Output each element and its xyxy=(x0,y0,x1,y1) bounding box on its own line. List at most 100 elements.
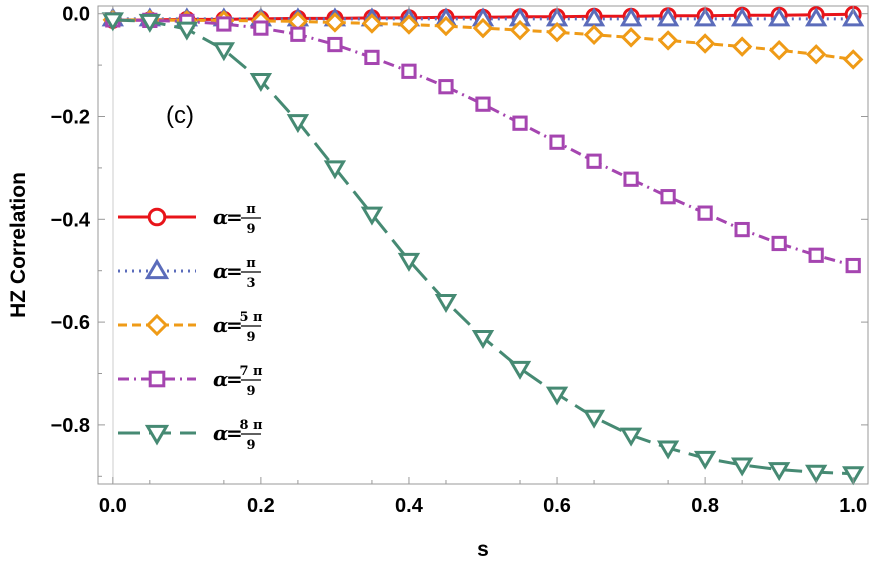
panel-label: (c) xyxy=(166,102,194,129)
legend-marker xyxy=(145,313,169,337)
plot-frame xyxy=(97,5,869,485)
legend: α= π9α= π3α=5 π9α=7 π9α=8 π9 xyxy=(118,202,263,453)
data-point xyxy=(583,24,605,46)
data-point xyxy=(619,427,643,447)
data-point xyxy=(657,30,679,51)
y-axis-title: HZ Correlation xyxy=(7,172,30,318)
series-line xyxy=(112,18,854,476)
legend-equals: = xyxy=(226,259,243,283)
series-5 xyxy=(101,12,865,486)
legend-denominator: 9 xyxy=(246,222,255,237)
legend-item: α= π 3 xyxy=(118,256,261,291)
ticks-layer: 0.0 0.2 0.4 0.6 0.8 1.0 0.0 −0.2 −0.4 −0.6 −0.8 xyxy=(51,4,868,517)
data-point xyxy=(730,457,754,477)
legend-marker xyxy=(148,370,166,388)
data-point xyxy=(619,7,643,27)
data-point xyxy=(101,12,124,32)
data-point xyxy=(730,7,754,27)
data-point xyxy=(767,7,791,27)
data-point xyxy=(138,13,161,33)
legend-alpha: α xyxy=(213,421,228,445)
legend-numerator: 7 π xyxy=(239,364,263,379)
data-point xyxy=(808,247,824,263)
data-point xyxy=(768,39,790,61)
plot-area xyxy=(97,5,869,485)
legend-marker xyxy=(147,207,167,227)
legend-numerator: 8 π xyxy=(239,418,263,433)
data-point xyxy=(549,134,565,150)
data-point xyxy=(805,44,827,65)
data-point xyxy=(842,466,865,486)
legend-alpha: α xyxy=(213,367,228,391)
data-point xyxy=(693,7,717,27)
legend-item: α=8 π 9 xyxy=(118,418,263,453)
y-tick-label: −0.4 xyxy=(51,209,91,231)
legend-denominator: 3 xyxy=(246,276,255,291)
data-point xyxy=(694,33,716,54)
data-point xyxy=(324,12,346,33)
data-point xyxy=(401,63,417,79)
series-layer xyxy=(101,5,865,486)
data-point xyxy=(545,386,569,406)
data-point xyxy=(656,440,680,460)
data-point xyxy=(175,21,199,41)
data-point xyxy=(512,115,528,131)
data-point xyxy=(734,221,750,238)
data-point xyxy=(212,42,236,62)
legend-denominator: 9 xyxy=(246,438,255,453)
data-point xyxy=(546,21,568,43)
data-point xyxy=(620,27,642,48)
data-point xyxy=(508,360,532,380)
data-point xyxy=(586,153,602,169)
x-tick-label: 0.6 xyxy=(543,495,571,517)
data-point xyxy=(434,294,458,314)
data-point xyxy=(323,160,347,180)
data-point xyxy=(361,13,383,34)
data-point xyxy=(216,16,232,32)
data-point xyxy=(472,17,494,39)
legend-alpha: α xyxy=(213,205,228,229)
legend-equals: = xyxy=(226,313,243,337)
data-point xyxy=(805,464,828,484)
data-point xyxy=(582,409,606,429)
data-point xyxy=(327,36,343,53)
y-tick-label: 0.0 xyxy=(62,4,90,26)
data-point xyxy=(253,20,269,36)
legend-marker xyxy=(144,258,170,280)
legend-item: α= π 9 xyxy=(118,202,261,237)
x-tick-label: 0.4 xyxy=(395,495,424,517)
x-tick-label: 0.0 xyxy=(99,495,127,517)
data-point xyxy=(656,7,680,27)
data-point xyxy=(623,171,639,187)
legend-marker xyxy=(144,424,170,446)
y-tick-label: −0.6 xyxy=(51,312,90,334)
legend-numerator: π xyxy=(246,256,256,271)
x-axis-title: s xyxy=(477,538,489,561)
x-tick-label: 0.8 xyxy=(691,495,719,517)
legend-alpha: α xyxy=(213,313,228,337)
x-tick-label: 1.0 xyxy=(839,495,867,517)
y-tick-label: −0.8 xyxy=(51,415,90,437)
data-point xyxy=(364,49,380,66)
data-point xyxy=(475,96,491,112)
data-point xyxy=(397,252,421,272)
data-point xyxy=(842,49,864,70)
data-point xyxy=(845,257,861,274)
data-point xyxy=(660,189,676,205)
data-point xyxy=(693,450,717,470)
data-point xyxy=(290,26,306,42)
y-tick-label: −0.2 xyxy=(51,107,90,129)
data-point xyxy=(767,462,791,482)
data-point xyxy=(805,7,828,27)
data-point xyxy=(771,235,787,252)
data-point xyxy=(471,330,495,350)
legend-equals: = xyxy=(226,367,243,391)
data-point xyxy=(286,114,310,134)
x-tick-label: 0.2 xyxy=(247,495,275,517)
data-point xyxy=(398,14,420,35)
data-point xyxy=(842,7,865,27)
legend-alpha: α xyxy=(213,259,228,283)
legend-denominator: 9 xyxy=(246,330,255,345)
data-point xyxy=(435,15,457,37)
